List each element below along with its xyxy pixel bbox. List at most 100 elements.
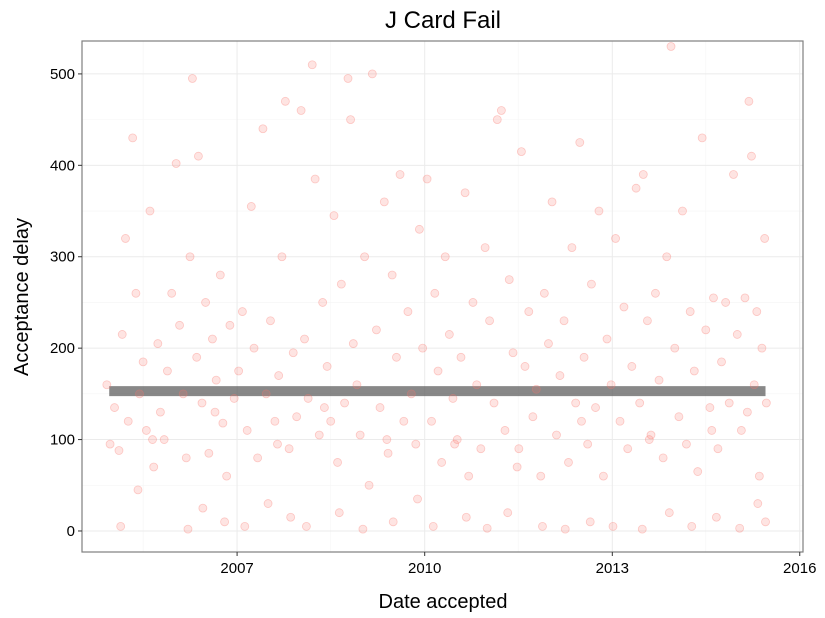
data-point	[744, 96, 754, 106]
data-point	[105, 439, 115, 449]
grid	[82, 41, 803, 552]
data-point	[322, 362, 332, 371]
data-point	[452, 435, 462, 444]
data-point	[138, 357, 148, 367]
data-point	[220, 517, 229, 527]
data-point	[240, 522, 250, 531]
data-point	[761, 398, 771, 408]
data-point	[334, 508, 344, 518]
points-layer	[102, 42, 771, 534]
y-tick-label: 500	[50, 66, 75, 83]
data-point	[218, 418, 228, 428]
data-point	[724, 398, 734, 408]
data-point	[528, 412, 538, 422]
data-point	[197, 398, 207, 408]
data-point	[757, 343, 767, 353]
data-point	[346, 115, 355, 125]
data-point	[520, 362, 530, 371]
data-point	[685, 307, 695, 316]
y-tick-label: 400	[50, 157, 75, 174]
data-point	[372, 325, 381, 335]
data-point	[591, 403, 600, 412]
data-point	[735, 523, 745, 533]
data-point	[627, 362, 637, 371]
data-point	[701, 325, 711, 335]
data-point	[225, 320, 235, 330]
data-point	[229, 394, 239, 403]
data-point	[355, 430, 365, 440]
y-tick-label: 100	[50, 432, 75, 449]
data-point	[194, 151, 203, 161]
data-point	[504, 275, 514, 284]
data-point	[635, 398, 645, 408]
data-point	[547, 197, 557, 207]
data-point	[307, 60, 317, 70]
data-point	[747, 151, 756, 161]
data-point	[326, 416, 336, 426]
data-point	[496, 106, 506, 115]
data-point	[258, 124, 268, 134]
data-point	[544, 339, 553, 348]
data-point	[274, 371, 284, 380]
data-point	[564, 458, 573, 467]
data-point	[468, 298, 478, 307]
data-point	[178, 389, 188, 399]
data-point	[348, 339, 358, 348]
data-point	[705, 403, 715, 412]
data-point	[211, 375, 221, 385]
data-point	[567, 243, 577, 252]
data-point	[489, 398, 499, 408]
data-point	[181, 453, 191, 463]
chart-title: J Card Fail	[385, 7, 501, 34]
data-point	[631, 183, 641, 193]
data-point	[406, 389, 416, 399]
data-point	[485, 316, 494, 326]
data-point	[411, 439, 421, 449]
data-point	[587, 279, 596, 289]
data-point	[753, 499, 763, 508]
data-point	[296, 106, 306, 115]
data-point	[319, 403, 329, 412]
data-point	[153, 339, 163, 348]
data-point	[382, 435, 392, 444]
data-point	[270, 416, 280, 426]
data-point	[638, 170, 648, 179]
data-point	[536, 471, 546, 481]
data-point	[110, 403, 119, 412]
data-point	[133, 485, 143, 495]
data-point	[689, 366, 699, 376]
data-point	[602, 334, 612, 344]
y-tick-label: 0	[67, 523, 75, 540]
data-point	[678, 206, 687, 216]
data-point	[682, 439, 691, 449]
data-point	[175, 320, 184, 330]
y-tick-label: 200	[50, 340, 75, 357]
data-point	[492, 115, 502, 125]
data-point	[185, 252, 195, 262]
data-point	[171, 159, 181, 168]
data-point	[310, 174, 320, 184]
data-point	[302, 522, 311, 531]
data-point	[662, 252, 672, 262]
data-point	[742, 407, 752, 417]
data-point	[388, 517, 398, 527]
data-point	[288, 348, 298, 358]
data-point	[642, 316, 652, 326]
data-point	[261, 389, 271, 399]
data-point	[340, 398, 349, 408]
data-point	[145, 206, 155, 216]
data-point	[131, 288, 141, 298]
data-point	[121, 234, 130, 243]
data-point	[159, 435, 169, 444]
data-point	[183, 524, 193, 534]
data-point	[422, 174, 432, 184]
data-point	[539, 288, 549, 298]
data-point	[253, 453, 263, 463]
data-point	[414, 224, 424, 234]
data-point	[102, 380, 112, 390]
data-point	[246, 202, 256, 211]
data-point	[284, 444, 294, 454]
data-point	[114, 446, 124, 455]
data-point	[514, 444, 524, 454]
data-point	[141, 426, 151, 435]
